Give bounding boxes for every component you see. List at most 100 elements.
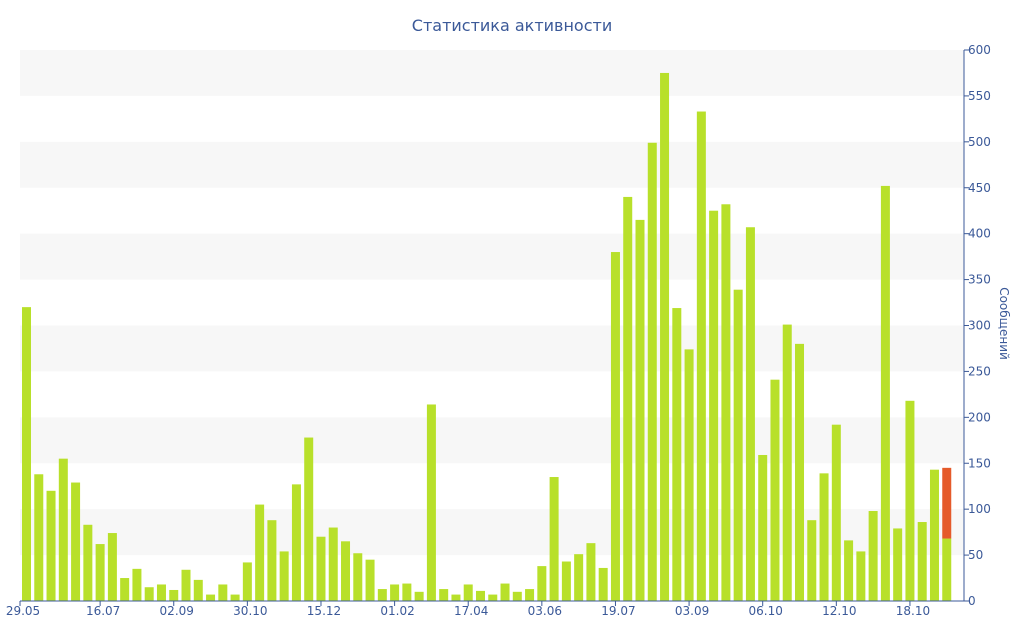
bar: [439, 589, 449, 601]
bar: [905, 400, 915, 601]
x-tick-label: 03.09: [675, 604, 709, 618]
bar: [561, 561, 571, 601]
y-axis-label: Сообщений: [997, 287, 1011, 360]
bar: [856, 551, 866, 601]
bar: [880, 185, 890, 601]
bar: [672, 308, 682, 601]
bar: [635, 219, 645, 601]
bar: [598, 567, 608, 601]
bar: [279, 551, 289, 601]
x-tick-label: 19.07: [601, 604, 635, 618]
bar: [156, 584, 166, 601]
bars: [22, 72, 952, 602]
bar: [365, 559, 375, 601]
bar: [917, 522, 927, 601]
grid-band: [20, 141, 964, 188]
bar: [291, 484, 301, 601]
y-tick-label: 550: [968, 89, 991, 103]
bar: [95, 544, 105, 601]
bar: [341, 541, 351, 601]
bar: [34, 474, 44, 601]
bar: [500, 583, 510, 601]
grid-bands: [20, 50, 964, 556]
x-tick-label: 18.10: [896, 604, 930, 618]
bar: [402, 583, 412, 601]
bar: [255, 504, 265, 601]
x-tick-label: 15.12: [307, 604, 341, 618]
bar: [549, 477, 559, 601]
x-tick-label: 02.09: [160, 604, 194, 618]
y-axis: 0 50 100 150 200 250 300 350 400 450 500 550 600: [963, 43, 991, 608]
bar: [377, 589, 387, 601]
bar: [414, 591, 424, 601]
bar: [144, 587, 154, 601]
bar: [488, 594, 498, 601]
bar: [120, 578, 130, 601]
bar: [107, 533, 117, 601]
bar: [696, 111, 706, 602]
y-tick-label: 400: [968, 227, 991, 241]
x-tick-label: 06.10: [749, 604, 783, 618]
bar: [475, 590, 485, 601]
bar-highlight: [942, 467, 952, 539]
y-tick-label: 500: [968, 135, 991, 149]
bar: [463, 584, 473, 601]
y-tick-label: 250: [968, 364, 991, 378]
bar: [267, 520, 277, 601]
bar: [868, 511, 878, 601]
bar: [181, 569, 191, 601]
x-tick-label: 30.10: [233, 604, 267, 618]
bar: [316, 536, 326, 601]
bar: [22, 307, 31, 601]
y-tick-label: 600: [968, 43, 991, 57]
chart-title: Статистика активности: [412, 16, 612, 35]
y-tick-label: 350: [968, 273, 991, 287]
bar: [132, 568, 142, 601]
grid-band: [20, 417, 964, 464]
y-tick-label: 450: [968, 181, 991, 195]
y-tick-label: 0: [968, 594, 976, 608]
bar: [684, 349, 694, 601]
bar: [929, 469, 939, 601]
y-tick-label: 100: [968, 502, 991, 516]
bar: [193, 579, 203, 601]
bar: [537, 566, 547, 601]
bar: [328, 527, 338, 601]
y-tick-label: 50: [968, 548, 983, 562]
bar: [58, 458, 68, 601]
bar: [525, 589, 535, 601]
bar: [586, 543, 596, 601]
bar: [83, 524, 93, 601]
bar: [782, 324, 792, 601]
bar: [242, 562, 252, 601]
bar: [512, 591, 522, 601]
bar: [647, 142, 657, 602]
bar: [574, 554, 584, 601]
bar: [218, 584, 228, 601]
bar: [942, 538, 952, 601]
bar: [426, 404, 436, 601]
bar: [745, 227, 755, 601]
bar: [795, 343, 805, 601]
x-tick-label: 16.07: [86, 604, 120, 618]
y-tick-label: 200: [968, 410, 991, 424]
bar: [660, 72, 670, 602]
bar: [733, 289, 743, 601]
bar: [71, 482, 81, 601]
bar: [893, 528, 903, 601]
bar: [390, 584, 400, 601]
x-tick-label: 29.05: [6, 604, 40, 618]
grid-band: [20, 325, 964, 372]
y-tick-label: 300: [968, 319, 991, 333]
bar: [770, 379, 780, 601]
bar: [353, 553, 363, 601]
grid-band: [20, 233, 964, 280]
grid-band: [20, 509, 964, 556]
bar: [451, 594, 461, 601]
x-tick-label: 17.04: [454, 604, 488, 618]
bar: [304, 437, 314, 601]
bar: [844, 540, 854, 601]
bar: [831, 424, 841, 601]
grid-band: [20, 50, 964, 96]
